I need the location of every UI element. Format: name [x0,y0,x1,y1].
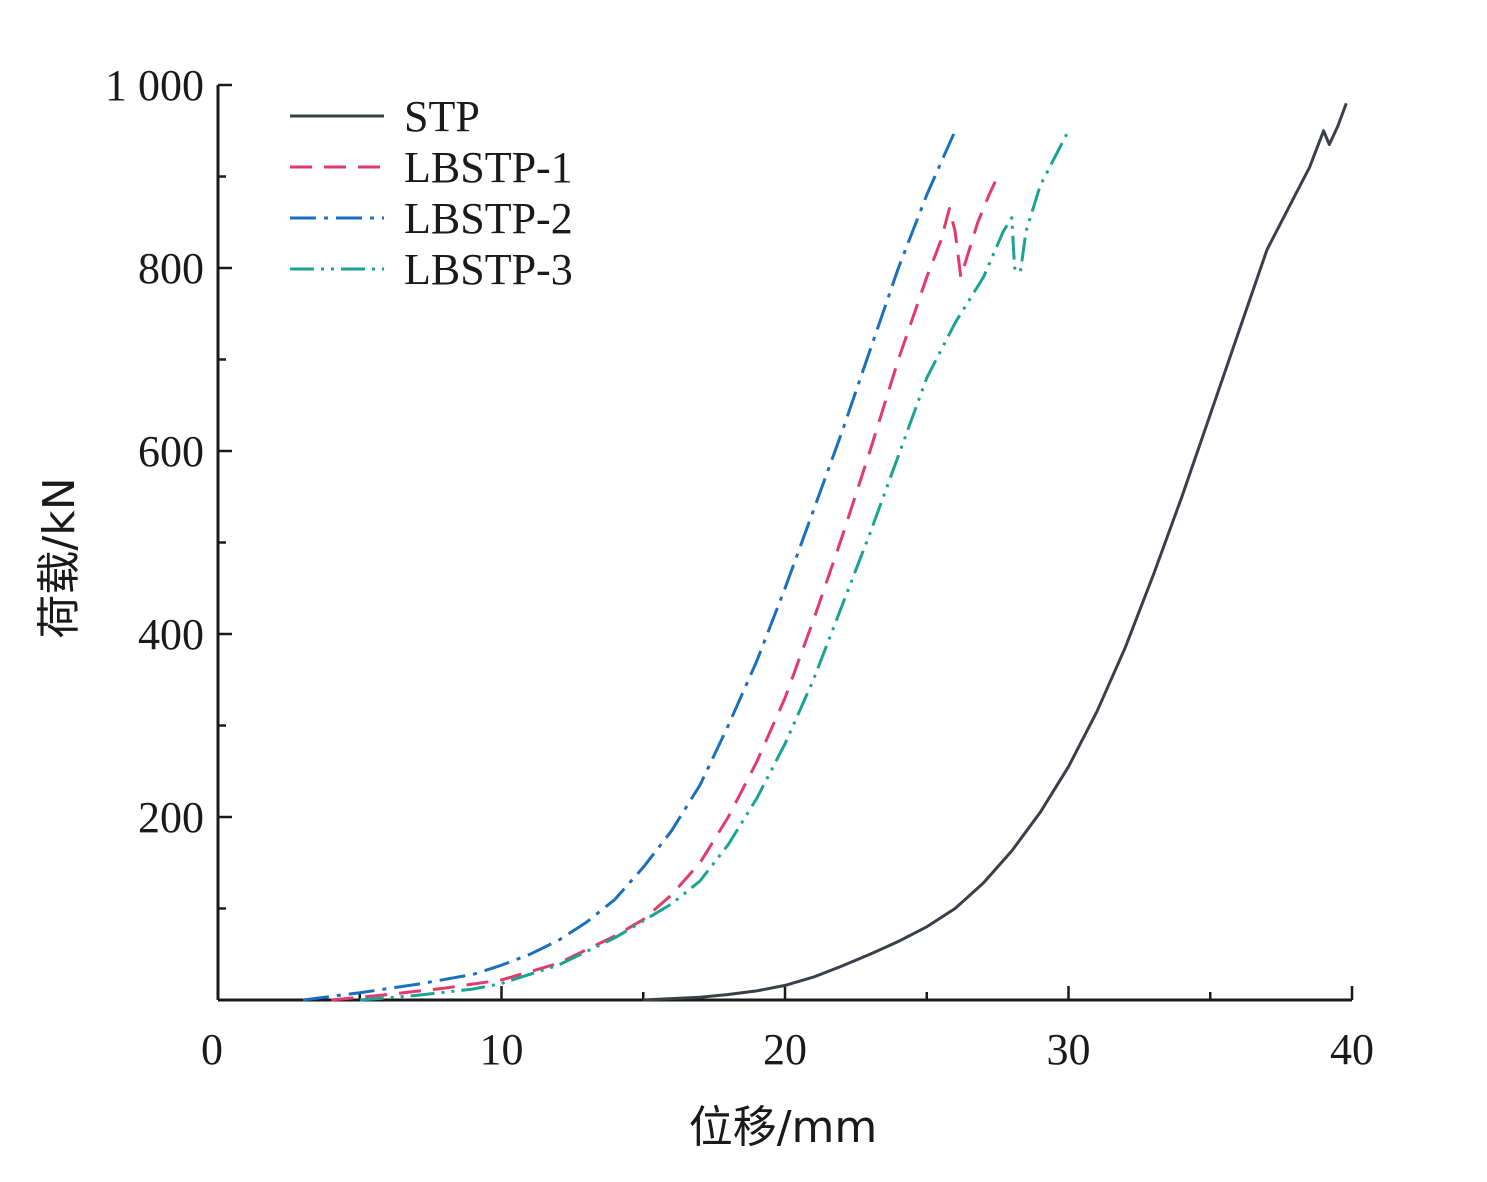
x-tick-label: 30 [1047,1025,1091,1074]
y-tick-label: 200 [138,793,204,842]
series-line-stp [643,102,1348,1002]
x-tick-label: 40 [1330,1025,1374,1074]
series-line-lbstp-2 [302,130,957,1002]
series-line-lbstp-1 [331,175,999,1002]
tick-labels: 0 10 20 30 40 200 400 600 800 1 000 [105,61,1374,1074]
y-tick-label: 400 [138,610,204,659]
x-tick-label: 10 [480,1025,524,1074]
legend-label-lbstp-3: LBSTP-3 [404,245,573,294]
ticks [216,83,1354,1000]
y-tick-label: 800 [138,244,204,293]
y-axis-title: 荷载/kN [34,477,85,638]
legend-label-stp: STP [404,92,480,141]
x-axis-title: 位移/mm [689,1102,878,1153]
axes [216,85,1352,1002]
y-tick-label: 1 000 [105,61,204,110]
x-tick-label: 20 [763,1025,807,1074]
series-line-lbstp-3 [359,130,1070,1002]
legend-label-lbstp-1: LBSTP-1 [404,143,573,192]
series-layer [302,102,1348,1002]
x-tick-label: 0 [201,1025,223,1074]
legend-label-lbstp-2: LBSTP-2 [404,194,573,243]
y-tick-label: 600 [138,427,204,476]
